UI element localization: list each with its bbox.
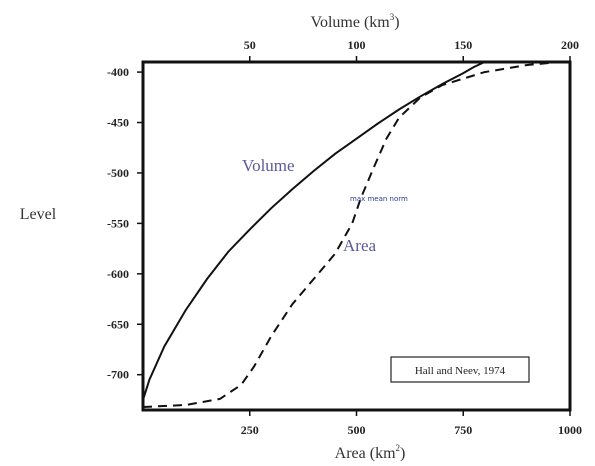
bottom-tick-label: 750: [454, 423, 472, 437]
left-tick-label: -550: [107, 216, 129, 230]
bottom-tick-label: 250: [241, 423, 259, 437]
bottom-tick-label: 500: [348, 423, 366, 437]
left-tick-label: -600: [107, 267, 129, 281]
volume-series-line: [142, 61, 486, 401]
volume-series-label: Volume: [242, 156, 295, 175]
left-axis-ticks: -400 -450 -500 -550 -600 -650 -700: [107, 65, 143, 382]
left-tick-label: -400: [107, 65, 129, 79]
left-axis-title: Level: [20, 206, 57, 223]
top-tick-label: 150: [454, 38, 472, 52]
left-tick-label: -500: [107, 166, 129, 180]
bottom-tick-label: 1000: [558, 423, 582, 437]
left-tick-label: -650: [107, 317, 129, 331]
max-mean-norm-note: max mean norm: [350, 195, 408, 203]
credit-box: [390, 356, 530, 383]
top-axis-title: Volume (km3): [310, 12, 399, 31]
area-series-line: [142, 62, 549, 408]
bottom-axis-ticks: 250 500 750 1000: [241, 410, 582, 437]
bottom-axis-title: Area (km2): [335, 443, 406, 462]
top-axis-ticks: 50 100 150 200: [244, 38, 579, 62]
credit-text: Hall and Neev, 1974: [415, 365, 506, 377]
top-tick-label: 100: [348, 38, 366, 52]
left-tick-label: -450: [107, 116, 129, 130]
area-series-label: Area: [343, 236, 376, 255]
top-tick-label: 200: [561, 38, 579, 52]
top-tick-label: 50: [244, 38, 256, 52]
left-tick-label: -700: [107, 368, 129, 382]
